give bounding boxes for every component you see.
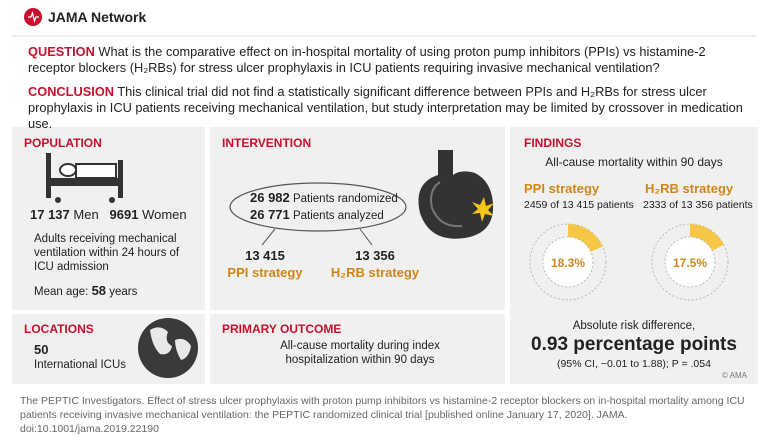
arm-label: H₂RB strategy [330,265,420,280]
arm-label: PPI strategy [227,265,303,280]
population-heading: POPULATION [24,136,102,150]
stomach-icon [418,150,494,239]
globe-icon [138,318,198,378]
question: QUESTION What is the comparative effect … [28,44,748,76]
findings-heading: FINDINGS [524,136,582,150]
population-panel [12,127,205,310]
locations-count: 50 [34,342,49,357]
conclusion-text: This clinical trial did not find a stati… [28,84,743,131]
conclusion: CONCLUSION This clinical trial did not f… [28,84,748,132]
men-label: Men [73,207,99,222]
copyright: © AMA [722,371,748,380]
question-label: QUESTION [28,44,95,59]
mean-age-value: 58 [91,283,107,298]
locations-heading: LOCATIONS [24,322,94,336]
connector [359,228,373,246]
risk-label: Absolute risk difference, [572,320,696,332]
arm-count: 13 415 [245,248,285,263]
outcome-panel [210,314,505,384]
arm-count: 13 356 [355,248,395,263]
group-detail: 2333 of 13 356 patients [643,199,753,211]
randomized-count: 26 982 [250,190,290,205]
connector [261,228,276,246]
randomized-label: Patients randomized [292,193,398,205]
analyzed: 26 771 Patients analyzed [250,207,384,222]
analyzed-count: 26 771 [250,207,290,222]
group-name: H₂RB strategy [645,181,734,196]
risk-ci: (95% CI, −0.01 to 1.88); P = .054 [557,358,711,370]
ellipse [229,182,407,232]
outcome-heading: PRIMARY OUTCOME [222,322,342,336]
bed-icon [46,153,123,203]
brand: JAMA Network [48,9,147,25]
outcome-text: All-cause mortality during index hospita… [280,340,440,366]
population-counts: 17 137 Men 9691 Women [30,207,187,222]
population-description: Adults receiving mechanical ventilation … [34,233,180,273]
donut-ring [651,223,729,301]
donut-label: 18.3% [551,256,585,270]
donut-arc [568,224,603,252]
conclusion-label: CONCLUSION [28,84,115,99]
women-count: 9691 [109,207,139,222]
citation: The PEPTIC Investigators. Effect of stre… [20,395,745,435]
logo-mark [28,10,39,24]
mean-age-unit: years [109,286,138,298]
donut-hole [664,236,716,288]
locations-label: International ICUs [34,359,127,371]
donuts: 18.3% 17.5% [529,223,729,301]
donut-arc [690,224,724,251]
mean-age: Mean age: 58 years [34,283,137,298]
donut-hole [542,236,594,288]
risk-value: 0.93 percentage points [531,334,737,355]
donut-ring [529,223,607,301]
randomized: 26 982 Patients randomized [250,190,398,205]
intervention-heading: INTERVENTION [222,136,312,150]
donut-label: 17.5% [673,256,707,270]
analyzed-label: Patients analyzed [292,210,384,222]
question-text: What is the comparative effect on in-hos… [28,44,706,75]
women-label: Women [142,207,187,222]
mean-age-label: Mean age: [34,286,89,298]
group-name: PPI strategy [524,181,600,196]
men-count: 17 137 [30,207,70,222]
findings-subtitle: All-cause mortality within 90 days [545,155,723,169]
group-detail: 2459 of 13 415 patients [524,199,634,211]
